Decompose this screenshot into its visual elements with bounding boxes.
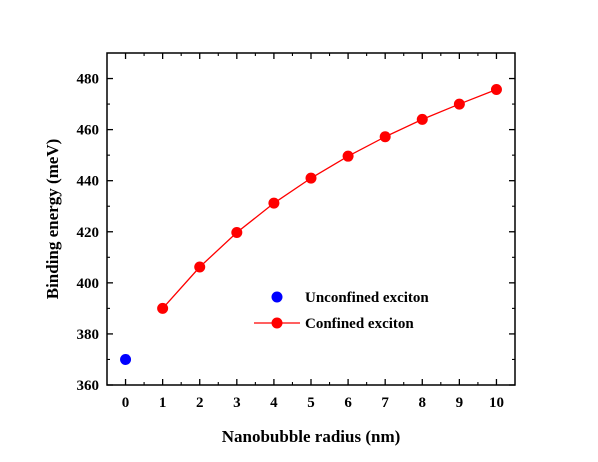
x-tick-label: 7 — [381, 395, 389, 411]
x-tick-label: 9 — [456, 395, 464, 411]
legend: Unconfined exciton Confined exciton — [254, 290, 429, 332]
data-point — [416, 113, 428, 125]
y-tick-label: 440 — [77, 174, 100, 190]
legend-marker-confined — [271, 317, 283, 329]
y-tick-label: 460 — [77, 123, 100, 139]
x-tick-label: 3 — [233, 395, 241, 411]
x-tick-labels: 0 1 2 3 4 5 6 7 8 9 10 — [122, 395, 504, 411]
data-point — [157, 302, 169, 314]
series-line-1 — [162, 88, 497, 309]
plot-frame — [106, 52, 516, 386]
x-tick-label: 10 — [489, 395, 504, 411]
y-tick-label: 480 — [77, 72, 100, 88]
x-axis-label: Nanobubble radius (nm) — [222, 427, 401, 446]
data-point — [120, 353, 132, 365]
axis-ticks — [107, 53, 515, 386]
x-tick-label: 0 — [122, 395, 130, 411]
data-point — [305, 172, 317, 184]
y-tick-label: 420 — [77, 225, 100, 241]
x-tick-label: 8 — [419, 395, 427, 411]
series-points — [120, 84, 502, 365]
x-tick-label: 2 — [196, 395, 204, 411]
y-axis-label: Binding energy (meV) — [43, 139, 62, 300]
x-tick-label: 4 — [270, 395, 278, 411]
x-tick-label: 1 — [159, 395, 167, 411]
data-point — [268, 197, 280, 209]
legend-label-confined: Confined exciton — [305, 316, 414, 332]
series-lines — [162, 88, 497, 309]
y-tick-label: 380 — [77, 327, 100, 343]
legend-marker-unconfined — [271, 291, 283, 303]
x-tick-label: 5 — [307, 395, 315, 411]
legend-label-unconfined: Unconfined exciton — [305, 290, 429, 306]
y-tick-label: 360 — [77, 378, 100, 394]
x-tick-label: 6 — [344, 395, 352, 411]
y-tick-labels: 360 380 400 420 440 460 480 — [77, 72, 100, 394]
data-point — [453, 98, 465, 110]
data-point — [194, 261, 206, 273]
data-point — [231, 227, 243, 239]
y-tick-label: 400 — [77, 276, 100, 292]
data-point — [342, 150, 354, 162]
data-point — [379, 131, 391, 143]
data-point — [490, 84, 502, 96]
